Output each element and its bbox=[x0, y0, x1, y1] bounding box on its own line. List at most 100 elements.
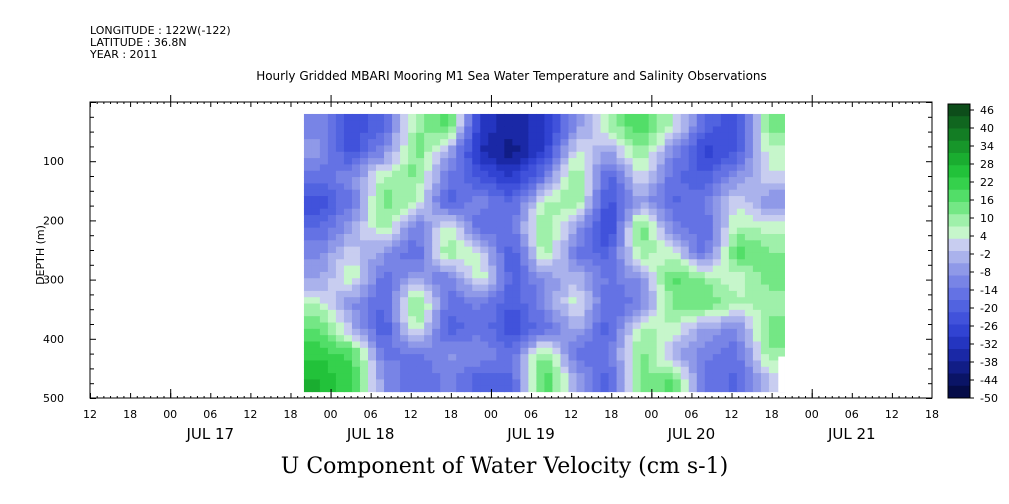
heatmap-cell bbox=[736, 215, 746, 222]
heatmap-cell bbox=[624, 240, 634, 248]
heatmap-cell bbox=[592, 132, 602, 140]
heatmap-cell bbox=[359, 379, 369, 387]
heatmap-cell bbox=[464, 145, 473, 153]
heatmap-cell bbox=[688, 240, 698, 248]
heatmap-cell bbox=[359, 151, 369, 159]
heatmap-cell bbox=[752, 259, 762, 267]
heatmap-cell bbox=[440, 120, 449, 128]
heatmap-cell bbox=[384, 259, 393, 267]
heatmap-cell bbox=[728, 366, 738, 374]
heatmap-cell bbox=[480, 240, 489, 248]
heatmap-cell bbox=[448, 132, 457, 140]
heatmap-cell bbox=[512, 373, 521, 381]
heatmap-cell bbox=[592, 290, 602, 298]
heatmap-cell bbox=[616, 158, 626, 166]
heatmap-cell bbox=[327, 240, 337, 248]
heatmap-cell bbox=[552, 145, 562, 153]
heatmap-cell bbox=[480, 189, 489, 197]
heatmap-cell bbox=[736, 145, 746, 153]
heatmap-cell bbox=[544, 202, 554, 210]
heatmap-cell bbox=[656, 145, 666, 153]
heatmap-cell bbox=[448, 158, 457, 166]
heatmap-cell bbox=[528, 259, 537, 267]
heatmap-cell bbox=[600, 278, 610, 286]
heatmap-cell bbox=[664, 385, 674, 393]
heatmap-cell bbox=[560, 322, 570, 330]
heatmap-cell bbox=[760, 158, 770, 166]
heatmap-cell bbox=[351, 164, 361, 172]
heatmap-cell bbox=[488, 322, 497, 330]
heatmap-cell bbox=[600, 227, 610, 235]
heatmap-cell bbox=[416, 284, 425, 292]
heatmap-cell bbox=[536, 151, 546, 159]
heatmap-cell bbox=[720, 158, 730, 166]
heatmap-cell bbox=[520, 139, 529, 147]
heatmap-cell bbox=[648, 215, 658, 222]
heatmap-cell bbox=[752, 202, 762, 210]
heatmap-cell bbox=[648, 221, 658, 229]
heatmap-cell bbox=[688, 113, 698, 121]
heatmap-cell bbox=[504, 246, 513, 254]
heatmap-cell bbox=[712, 177, 722, 184]
heatmap-cell bbox=[536, 227, 546, 235]
heatmap-cell bbox=[376, 221, 385, 229]
heatmap-cell bbox=[432, 227, 441, 235]
heatmap-cell bbox=[536, 373, 546, 381]
heatmap-cell bbox=[343, 170, 353, 178]
heatmap-cell bbox=[335, 145, 345, 153]
heatmap-cell bbox=[768, 271, 778, 279]
heatmap-cell bbox=[440, 132, 449, 140]
heatmap-cell bbox=[384, 113, 393, 121]
heatmap-cell bbox=[335, 385, 345, 393]
heatmap-cell bbox=[544, 309, 554, 317]
heatmap-cell bbox=[688, 246, 698, 254]
heatmap-cell bbox=[448, 303, 457, 311]
colorbar-swatch bbox=[948, 361, 970, 374]
heatmap-cell bbox=[528, 132, 537, 140]
heatmap-cell bbox=[384, 120, 393, 128]
heatmap-cell bbox=[672, 360, 682, 368]
heatmap-cell bbox=[408, 347, 417, 355]
heatmap-cell bbox=[672, 227, 682, 235]
heatmap-cell bbox=[688, 158, 698, 166]
heatmap-cell bbox=[752, 328, 762, 336]
heatmap-cell bbox=[520, 328, 529, 336]
heatmap-cell bbox=[656, 328, 666, 336]
heatmap-cell bbox=[327, 177, 337, 184]
heatmap-cell bbox=[640, 227, 650, 235]
heatmap-cell bbox=[608, 373, 618, 381]
heatmap-cell bbox=[600, 271, 610, 279]
heatmap-cell bbox=[744, 309, 754, 317]
heatmap-cell bbox=[552, 303, 562, 311]
heatmap-cell bbox=[712, 347, 722, 355]
heatmap-cell bbox=[696, 132, 706, 140]
heatmap-cell bbox=[440, 385, 449, 393]
heatmap-cell bbox=[416, 158, 425, 166]
heatmap-cell bbox=[440, 297, 449, 305]
heatmap-cell bbox=[400, 278, 409, 286]
heatmap-cell bbox=[696, 360, 706, 368]
heatmap-cell bbox=[408, 271, 417, 279]
heatmap-cell bbox=[744, 297, 754, 305]
heatmap-cell bbox=[424, 177, 433, 184]
heatmap-cell bbox=[303, 215, 313, 222]
heatmap-cell bbox=[584, 208, 594, 216]
heatmap-cell bbox=[528, 278, 537, 286]
heatmap-cell bbox=[367, 290, 377, 298]
heatmap-cell bbox=[720, 379, 730, 387]
heatmap-cell bbox=[440, 271, 449, 279]
heatmap-cell bbox=[744, 373, 754, 381]
heatmap-cell bbox=[608, 202, 618, 210]
heatmap-cell bbox=[672, 151, 682, 159]
heatmap-cell bbox=[768, 347, 778, 355]
heatmap-cell bbox=[768, 145, 778, 153]
heatmap-cell bbox=[712, 360, 722, 368]
heatmap-cell bbox=[600, 126, 610, 134]
heatmap-cell bbox=[303, 252, 313, 260]
heatmap-cell bbox=[616, 221, 626, 229]
heatmap-cell bbox=[728, 145, 738, 153]
heatmap-cell bbox=[319, 309, 329, 317]
heatmap-cell bbox=[752, 164, 762, 172]
heatmap-cell bbox=[392, 132, 401, 140]
heatmap-cell bbox=[392, 208, 401, 216]
